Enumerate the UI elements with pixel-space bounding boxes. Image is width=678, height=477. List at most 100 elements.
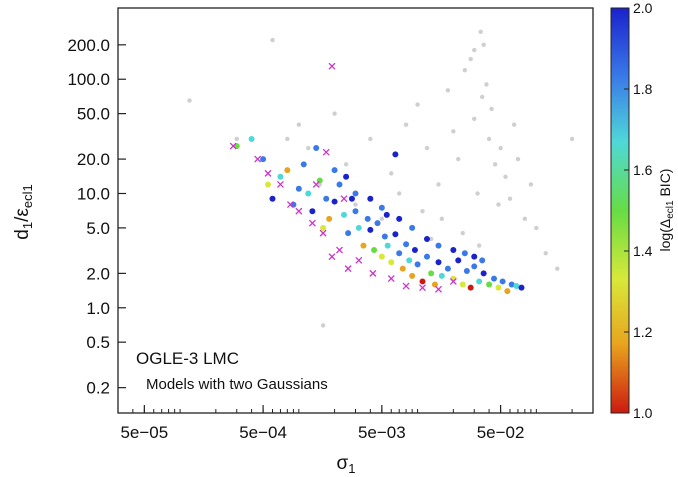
colored-point [320, 224, 327, 231]
colored-point [378, 204, 385, 211]
y-axis-title-sub1: 1 [20, 222, 35, 229]
colored-point [423, 253, 430, 260]
colored-point [352, 208, 359, 215]
colored-point [499, 278, 506, 285]
colorbar-title-tail: BIC) [657, 169, 673, 201]
colored-point [461, 250, 468, 257]
grey-point [445, 88, 451, 93]
colored-point [331, 198, 338, 205]
grey-point [479, 94, 485, 100]
colored-point [495, 284, 502, 291]
colored-point [459, 281, 466, 288]
colored-point [345, 230, 352, 237]
grey-point [436, 182, 441, 187]
grey-point [379, 216, 385, 222]
colored-point [248, 135, 255, 142]
colored-point [360, 242, 367, 249]
colored-point [260, 156, 267, 163]
grey-point [472, 47, 477, 53]
grey-point [415, 102, 420, 107]
grey-point [456, 156, 461, 162]
magenta-cross [264, 169, 272, 177]
grey-point [343, 162, 349, 167]
magenta-cross [328, 253, 336, 261]
grey-point [492, 162, 498, 167]
colored-point [392, 151, 399, 158]
y-tick-label: 0.5 [86, 333, 110, 352]
annotation-line-1: OGLE-3 LMC [136, 349, 239, 368]
magenta-cross [312, 180, 320, 188]
colored-point [455, 257, 462, 264]
grey-point [507, 196, 513, 201]
colored-point [513, 283, 520, 290]
grey-point [534, 225, 539, 231]
y-tick-label: 0.2 [86, 379, 110, 398]
magenta-cross [340, 195, 348, 203]
x-axis-title-main: σ [337, 453, 349, 474]
grey-point [528, 182, 534, 187]
colored-point [411, 247, 418, 254]
x-axis-title: σ1 [337, 453, 356, 476]
colored-point [431, 281, 438, 288]
colored-point [367, 226, 374, 233]
colored-point [463, 267, 470, 274]
magenta-cross [344, 265, 352, 273]
colored-point [343, 173, 350, 180]
colored-point [414, 261, 421, 268]
colored-point [313, 145, 320, 152]
magenta-cross [308, 219, 316, 227]
grey-point [476, 243, 482, 248]
x-axis-title-sub: 1 [348, 461, 355, 476]
colored-point [305, 190, 312, 197]
colored-point [419, 278, 426, 285]
magenta-cross [229, 142, 237, 150]
grey-point [428, 236, 434, 242]
colored-point [428, 270, 435, 277]
magenta-cross [336, 246, 343, 254]
colored-point [450, 247, 457, 254]
colored-point [504, 288, 511, 295]
magenta-cross [449, 277, 457, 285]
x-tick-label: 5e−02 [477, 423, 525, 442]
grey-point [424, 145, 430, 151]
colored-point [348, 195, 355, 202]
grey-point [462, 67, 468, 73]
colored-point [388, 259, 395, 266]
colorbar-tick-label: 1.2 [633, 324, 653, 340]
grey-point [320, 323, 326, 328]
grey-point [396, 191, 402, 196]
magenta-cross [295, 207, 303, 215]
colored-point [367, 195, 374, 202]
colored-point [480, 270, 487, 277]
colored-point [364, 215, 371, 222]
grey-point [317, 182, 322, 187]
grey-point [472, 116, 477, 122]
colorbar-tick-label: 1.4 [633, 243, 653, 259]
y-tick-label: 5.0 [86, 219, 110, 238]
colored-point [486, 281, 493, 288]
colored-point [392, 231, 399, 238]
colorbar-title: log(Δecl1 BIC) [657, 169, 676, 252]
y-axis-title-slash: /ε [12, 208, 33, 222]
colored-point [438, 272, 445, 279]
colored-point [471, 263, 478, 270]
grey-point [522, 216, 528, 222]
colorbar-tick-label: 1.8 [633, 81, 653, 97]
colored-point [476, 278, 483, 285]
colored-point [423, 235, 430, 242]
colored-point [444, 265, 451, 272]
grey-point [296, 122, 302, 127]
colored-point [371, 247, 378, 254]
grey-point [555, 266, 560, 271]
colored-point [284, 167, 291, 174]
y-tick-label: 200.0 [67, 36, 110, 55]
grey-point [389, 171, 394, 176]
colored-point [409, 224, 416, 231]
colored-point [340, 211, 347, 218]
grey-point [511, 122, 517, 127]
colored-point [406, 257, 413, 264]
magenta-cross [276, 180, 284, 188]
colored-point [269, 195, 276, 202]
colorbar [610, 7, 630, 414]
grey-point [489, 106, 494, 112]
